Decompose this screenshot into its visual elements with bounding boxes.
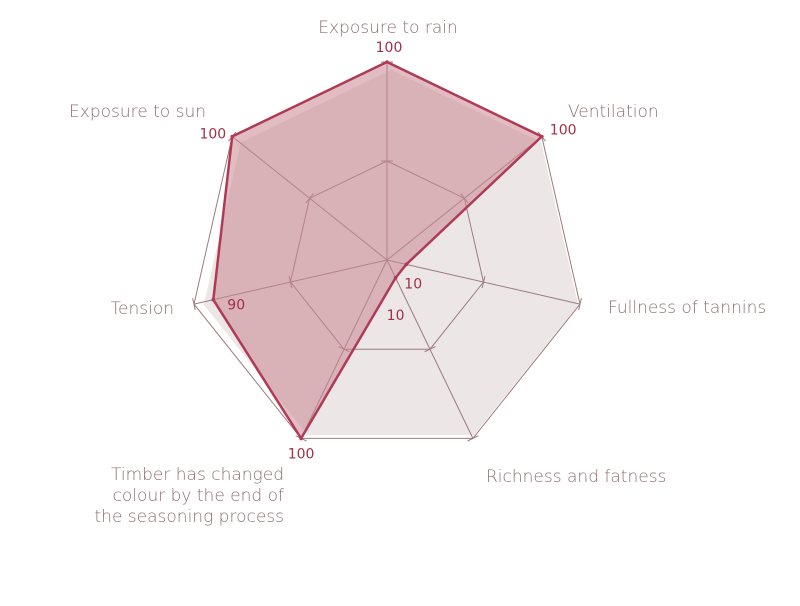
tick-fullness-of-tannins-100 xyxy=(578,298,582,311)
series-polygon-0 xyxy=(212,60,544,441)
axis-label-line: colour by the end of xyxy=(113,486,284,506)
value-label-ventilation: 100 xyxy=(550,123,577,139)
series-point-exposure-to-sun xyxy=(230,134,234,139)
axis-label-richness-and-fatness: Richness and fatness xyxy=(486,467,666,487)
series-point-richness-and-fatness xyxy=(393,276,398,280)
axis-label-line: Exposure to sun xyxy=(69,102,206,122)
value-label-fullness-of-tannins: 10 xyxy=(404,276,422,292)
tick-richness-and-fatness-100 xyxy=(467,435,479,442)
series-point-ventilation xyxy=(540,134,544,139)
axis-label-line: Richness and fatness xyxy=(486,467,666,487)
axis-label-line: Tension xyxy=(111,299,174,319)
series-point-exposure-to-rain xyxy=(385,60,389,64)
series-point-tension xyxy=(211,297,216,302)
series-point-fullness-of-tannins xyxy=(404,262,409,267)
grid-outer-ring xyxy=(193,61,581,439)
tick-tension-100 xyxy=(192,298,196,311)
axis-label-fullness-of-tannins: Fullness of tannins xyxy=(608,298,766,318)
axis-label-line: the seasoning process xyxy=(95,507,285,527)
tick-fullness-of-tannins-50 xyxy=(481,276,486,289)
axis-label-line: Timber has changed xyxy=(111,465,284,485)
tick-richness-and-fatness-50 xyxy=(424,346,436,353)
axis-label-ventilation: Ventilation xyxy=(568,102,659,122)
value-label-exposure-to-sun: 100 xyxy=(199,127,226,143)
value-label-exposure-to-rain: 100 xyxy=(376,40,403,56)
axis-label-exposure-to-rain: Exposure to rain xyxy=(318,18,457,38)
series-layer xyxy=(211,60,544,441)
value-label-timber-has-changed-colour-by-the-end-of-the-seasoning-process: 100 xyxy=(288,446,315,462)
axis-label-exposure-to-sun: Exposure to sun xyxy=(69,102,206,122)
value-label-tension: 90 xyxy=(227,298,245,314)
value-label-layer: 100 100 10 10 100 90 100 xyxy=(199,40,576,462)
axis-label-timber-has-changed-colour-by-the-end-of-the-seasoning-process: Timber has changed colour by the end of th… xyxy=(95,465,285,527)
axis-label-line: Exposure to rain xyxy=(318,18,457,38)
axis-label-layer: Exposure to rain Ventilation Fullness of t… xyxy=(69,18,766,527)
axis-label-line: Fullness of tannins xyxy=(608,298,766,318)
series-point-timber-has-changed-colour-by-the-end-of-the-seasoning-process xyxy=(299,436,303,441)
axis-label-tension: Tension xyxy=(111,299,174,319)
value-label-richness-and-fatness: 10 xyxy=(387,308,405,324)
axis-label-line: Ventilation xyxy=(568,102,659,122)
